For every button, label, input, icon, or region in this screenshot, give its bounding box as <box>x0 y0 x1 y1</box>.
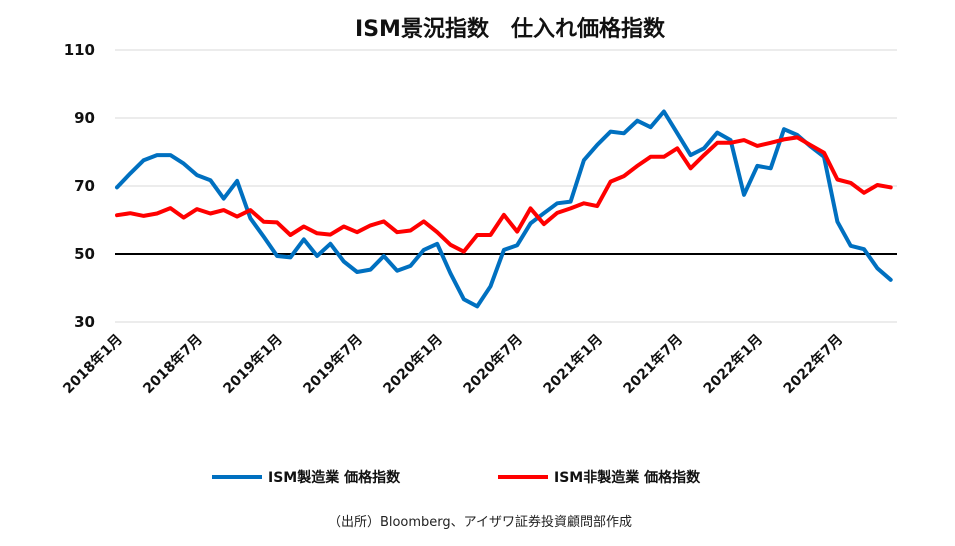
x-tick-label: 2022年1月 <box>700 331 766 397</box>
series-lines <box>115 109 893 309</box>
legend: ISM製造業 価格指数 ISM非製造業 価格指数 <box>212 469 701 486</box>
series-line-manufacturing <box>115 109 893 309</box>
y-tick-label: 50 <box>74 245 95 263</box>
chart-title: ISM景況指数 仕入れ価格指数 <box>355 16 666 42</box>
x-tick-label: 2021年1月 <box>540 331 606 397</box>
legend-label-manufacturing: ISM製造業 価格指数 <box>268 469 401 486</box>
x-axis-ticks: 2018年1月 2018年7月 2019年1月 2019年7月 2020年1月 2020年… <box>60 331 847 397</box>
y-tick-label: 30 <box>74 313 95 331</box>
y-tick-label: 90 <box>74 109 95 127</box>
x-tick-label: 2019年7月 <box>300 331 366 397</box>
x-tick-label: 2022年7月 <box>780 331 846 397</box>
series-line-services <box>115 135 893 254</box>
gridlines <box>115 49 897 323</box>
x-tick-label: 2018年1月 <box>60 331 126 397</box>
legend-label-services: ISM非製造業 価格指数 <box>554 469 701 486</box>
x-tick-label: 2020年7月 <box>460 331 526 397</box>
y-tick-label: 70 <box>74 177 95 195</box>
x-tick-label: 2019年1月 <box>220 331 286 397</box>
x-tick-label: 2018年7月 <box>140 331 206 397</box>
x-tick-label: 2020年1月 <box>380 331 446 397</box>
y-axis-ticks: 30 50 70 90 110 <box>64 41 95 331</box>
y-tick-label: 110 <box>64 41 95 59</box>
source-note: （出所）Bloomberg、アイザワ証券投資顧問部作成 <box>328 514 632 530</box>
x-tick-label: 2021年7月 <box>620 331 686 397</box>
